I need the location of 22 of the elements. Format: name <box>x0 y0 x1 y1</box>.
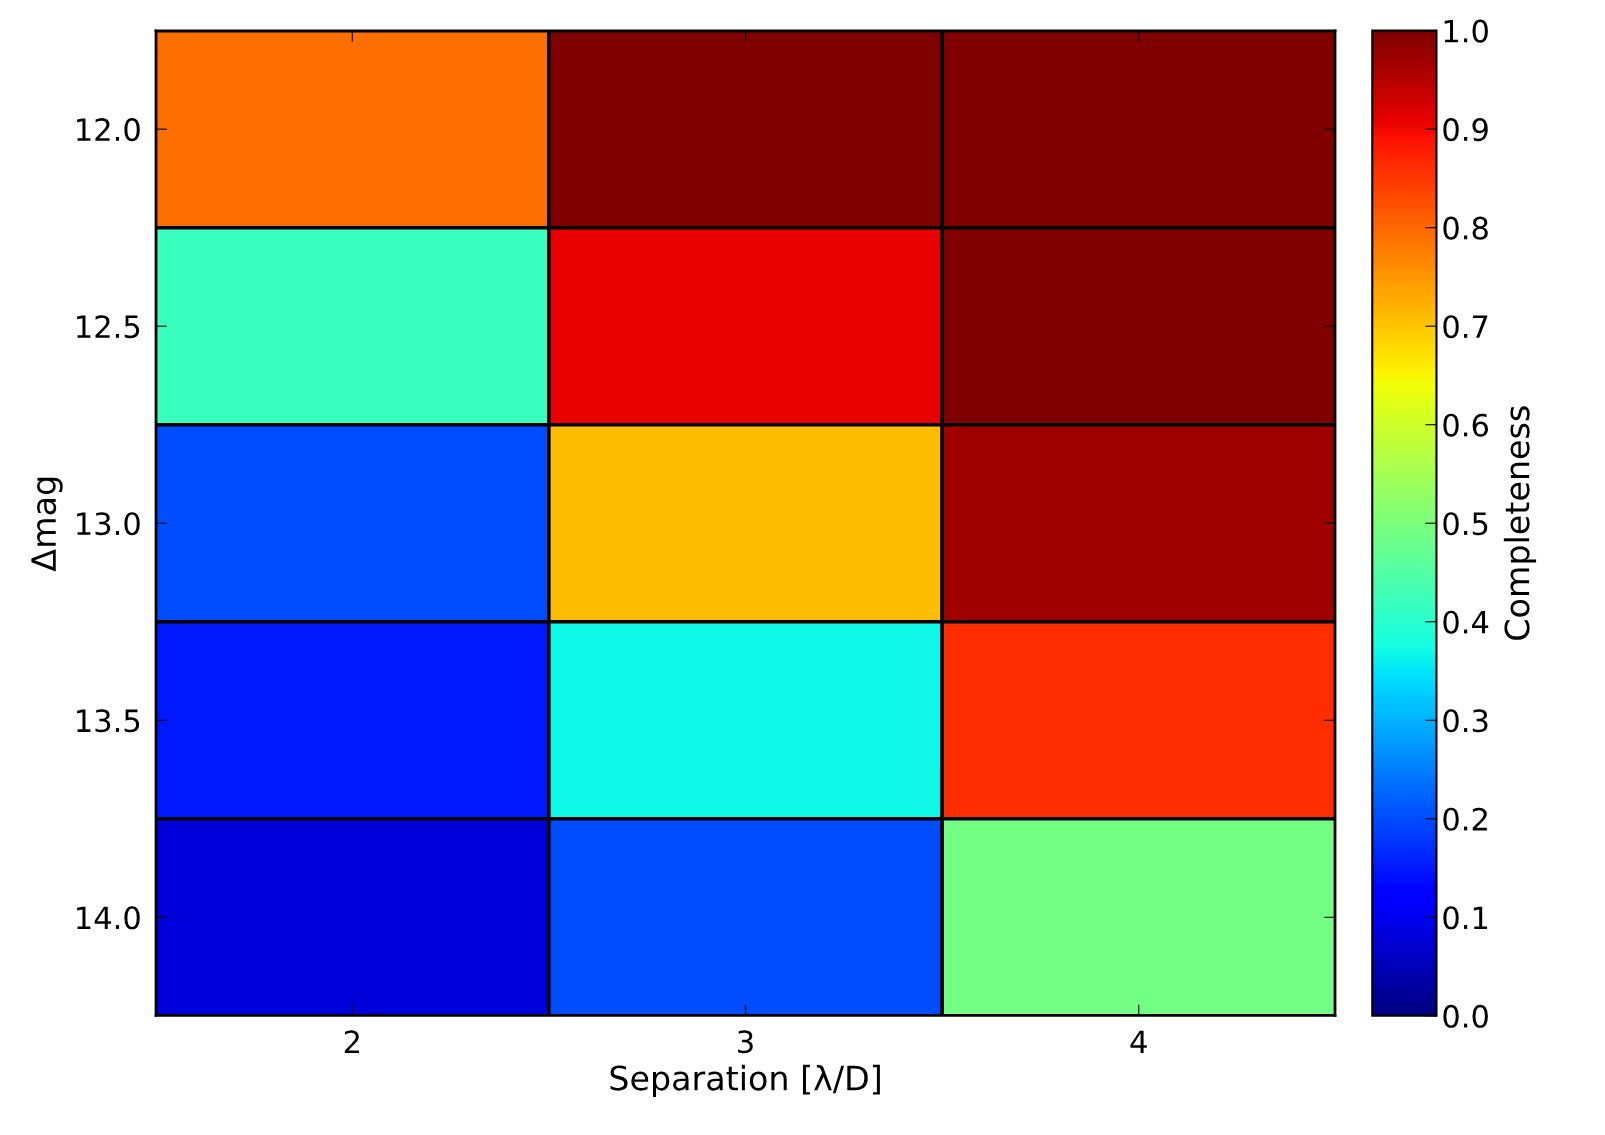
color-bar-label: 1.0 <box>1444 19 1488 43</box>
y-tick-label: 14.0 <box>77 906 140 930</box>
color-bar-label: 0.2 <box>1443 807 1487 831</box>
x-tick-label: 3 <box>738 1030 753 1054</box>
color-bar-label: 0.8 <box>1443 216 1488 240</box>
color-bar-label: 0.7 <box>1443 315 1488 339</box>
color-bar-label: 0.6 <box>1443 413 1489 437</box>
color-bar-label: 0.9 <box>1443 118 1488 142</box>
color-bar-label: 0.0 <box>1443 1004 1488 1028</box>
color-bar-title: Completeness <box>1503 406 1537 640</box>
x-tick-label: 2 <box>344 1030 359 1053</box>
color-bar-label: 0.5 <box>1443 512 1488 536</box>
y-tick-label: 12.5 <box>77 315 140 339</box>
y-axis-title: Δmag <box>31 477 63 572</box>
y-tick-label: 13.5 <box>77 709 140 733</box>
y-tick-label: 13.0 <box>77 512 140 536</box>
color-bar-label: 0.1 <box>1443 906 1488 930</box>
color-bar-label: 0.3 <box>1443 709 1488 733</box>
x-axis-title: Separation [λ/D] <box>610 1064 880 1098</box>
y-tick-label: 12.0 <box>77 118 140 142</box>
x-tick-label: 4 <box>1130 1030 1147 1053</box>
color-bar-label: 0.4 <box>1443 610 1489 634</box>
